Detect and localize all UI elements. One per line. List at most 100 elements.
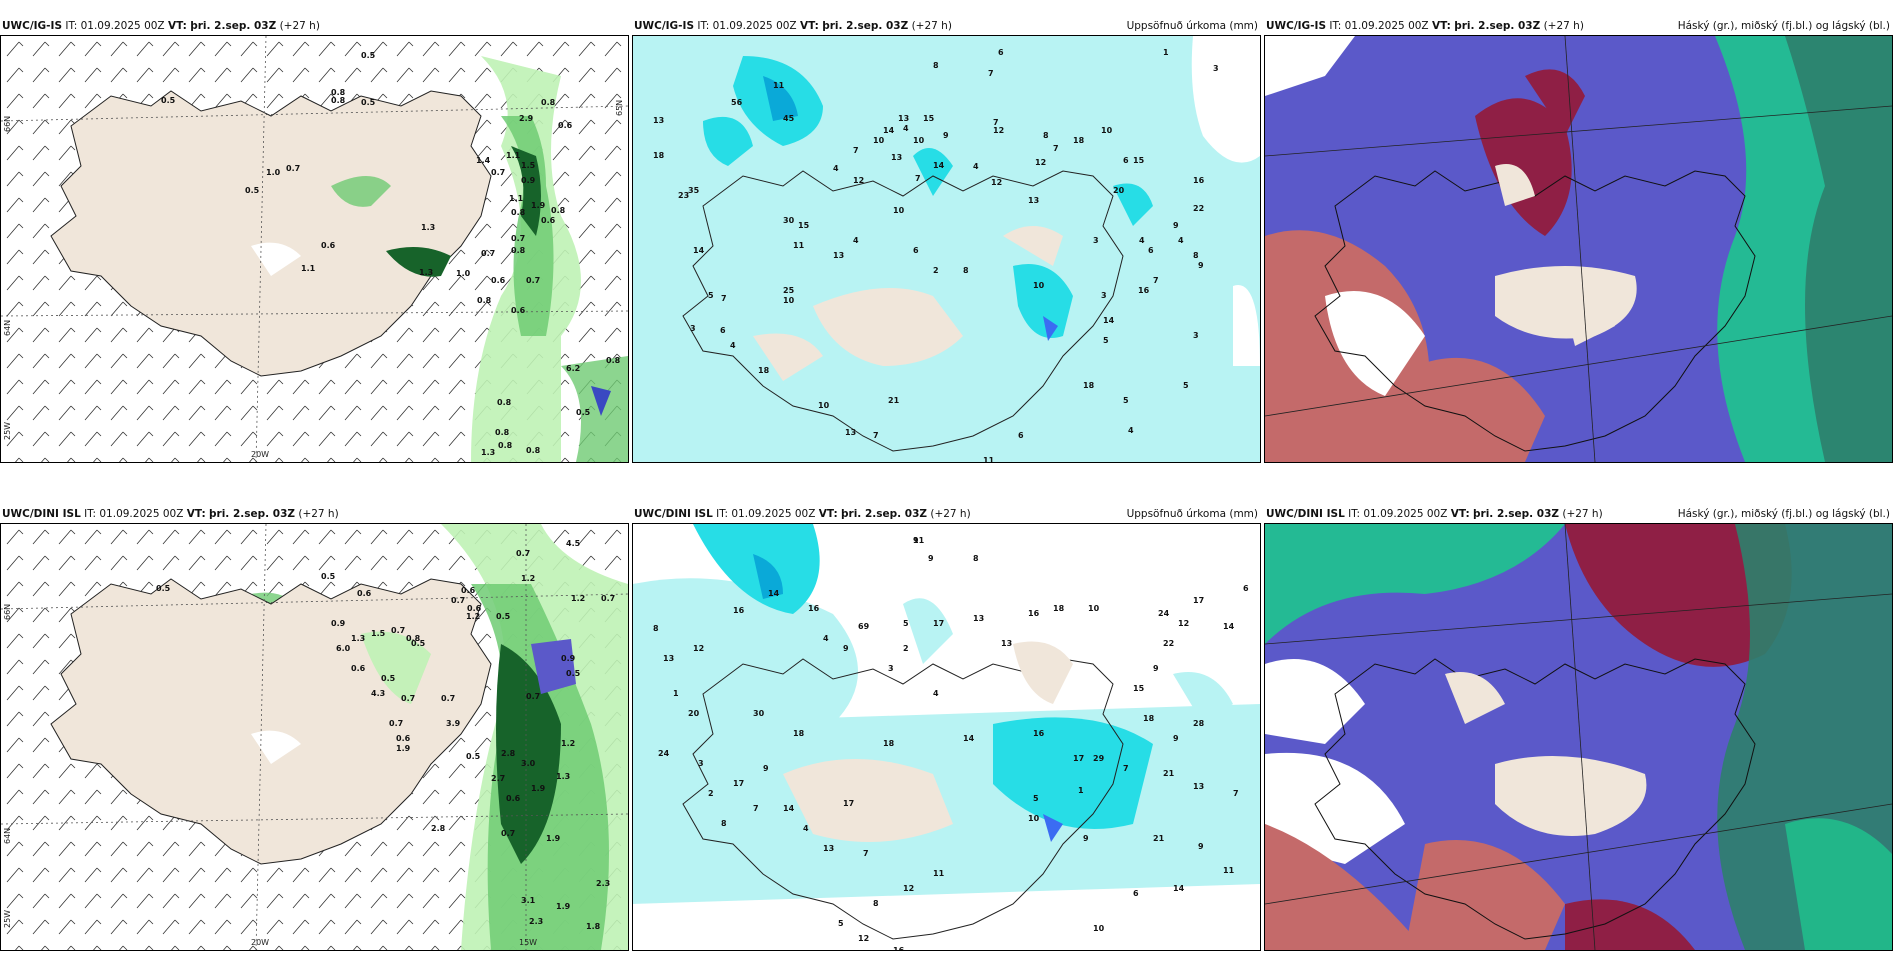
value-label: 0.7 [601,594,616,603]
value-label: 0.7 [516,549,531,558]
model-name: UWC/DINI ISL [2,508,81,520]
panel-title: Háský (gr.), miðský (fj.bl.) og lágský (… [1677,508,1890,520]
valid-time: þri. 2.sep. 03Z [1454,20,1541,32]
valid-time: þri. 2.sep. 03Z [841,508,927,520]
value-label: 0.6 [321,241,336,250]
value-label: 14 [783,804,795,813]
value-label: 18 [1073,136,1085,145]
value-label: 1.1 [301,264,316,273]
value-label: 2.3 [596,879,611,888]
value-label: 0.8 [551,206,566,215]
value-label: 0.7 [451,596,466,605]
value-label: 9 [913,536,919,545]
value-label: 0.5 [381,674,396,683]
init-time: 01.09.2025 00Z [1363,508,1448,520]
value-label: 9 [943,131,949,140]
value-label: 2.3 [529,917,544,926]
value-label: 3.9 [446,719,461,728]
value-label: 3 [690,324,696,333]
value-label: 0.6 [396,734,411,743]
value-label: 29 [1093,754,1105,763]
value-label: 14 [768,589,780,598]
value-label: 14 [1173,884,1185,893]
panel-dini-clouds: UWC/DINI ISL IT: 01.09.2025 00Z VT: þri.… [1264,488,1893,963]
panel-header: UWC/DINI ISL IT: 01.09.2025 00Z VT: þri.… [1266,508,1890,520]
value-label: 0.8 [331,88,346,97]
value-label: 18 [793,729,805,738]
value-label: 0.8 [511,208,526,217]
rain-wind-map [1,36,628,462]
value-label: 2 [903,644,909,653]
panel-title: Háský (gr.), miðský (fj.bl.) og lágský (… [1677,20,1890,32]
value-label: 9 [1173,221,1179,230]
value-label: 3 [888,664,894,673]
value-label: 0.7 [481,249,496,258]
map-area[interactable] [1264,35,1893,463]
value-label: 6 [1123,156,1129,165]
value-label: 9 [1198,842,1204,851]
value-label: 1.9 [396,744,411,753]
value-label: 24 [658,749,670,758]
value-label: 4 [973,162,979,171]
panel-title: Uppsöfnuð úrkoma (mm) [1126,508,1258,520]
value-label: 18 [1143,714,1155,723]
value-label: 25 [783,286,795,295]
model-name: UWC/IG-IS [634,20,695,32]
accum-precip-map [633,524,1260,950]
value-label: 0.7 [526,692,541,701]
value-label: 23 [678,191,690,200]
value-label: 20 [688,709,700,718]
value-label: 4 [1128,426,1134,435]
value-label: 4 [933,689,939,698]
value-label: 12 [991,178,1003,187]
value-label: 4 [833,164,839,173]
value-label: 13 [1028,196,1040,205]
value-label: 14 [883,126,895,135]
cloud-map [1265,524,1892,950]
lat-label: 66N [3,115,12,132]
value-label: 1.3 [351,634,366,643]
value-label: 30 [783,216,795,225]
value-label: 0.8 [526,446,541,455]
value-label: 5 [1033,794,1039,803]
value-label: 5 [903,619,909,628]
value-label: 6 [1243,584,1249,593]
value-label: 16 [893,946,905,951]
map-area[interactable] [1264,523,1893,951]
value-label: 17 [733,779,745,788]
value-label: 10 [783,296,795,305]
value-label: 18 [1053,604,1065,613]
lon-label: 20W [251,938,270,947]
value-label: 9 [928,554,934,563]
value-label: 0.5 [161,96,176,105]
value-label: 0.6 [511,306,526,315]
value-label: 12 [858,934,870,943]
panel-header: UWC/IG-IS IT: 01.09.2025 00Z VT: þri. 2.… [2,20,320,32]
value-label: 0.5 [321,572,336,581]
value-label: 0.6 [461,586,476,595]
valid-time: þri. 2.sep. 03Z [822,20,909,32]
value-label: 4 [903,124,909,133]
map-area[interactable]: 20W 15W 66N 64N 25W 4.5 0.7 0.5 0.5 1.2 0.6 0.… [0,523,629,951]
value-label: 9 [1198,261,1204,270]
lead-time: (+27 h) [930,508,971,520]
map-area[interactable]: 9 9 8 6 8 13 12 16 14 16 4 69 5 17 13 16 13 18 10 24 17 14 12 2… [632,523,1261,951]
value-label: 4 [823,634,829,643]
value-label: 10 [1093,924,1105,933]
value-label: 13 [1193,782,1205,791]
value-label: 6 [913,246,919,255]
value-label: 10 [1028,814,1040,823]
lead-time: (+27 h) [1543,20,1584,32]
value-label: 13 [898,114,910,123]
value-label: 13 [653,116,665,125]
init-time: 01.09.2025 00Z [99,508,184,520]
lead-time: (+27 h) [911,20,952,32]
value-label: 13 [973,614,985,623]
value-label: 18 [1083,381,1095,390]
map-area[interactable]: 8 7 6 1 3 56 11 45 14 13 15 10 4 9 7 8 13 10 14 12 12 7 18 10 6 1… [632,35,1261,463]
value-label: 11 [983,456,995,463]
value-label: 9 [1173,734,1179,743]
value-label: 1.2 [571,594,586,603]
lead-time: (+27 h) [279,20,320,32]
map-area[interactable]: 20W 66N 64N 25W 65N 0.5 0.8 0.5 0.8 0.8 0.5 2.… [0,35,629,463]
